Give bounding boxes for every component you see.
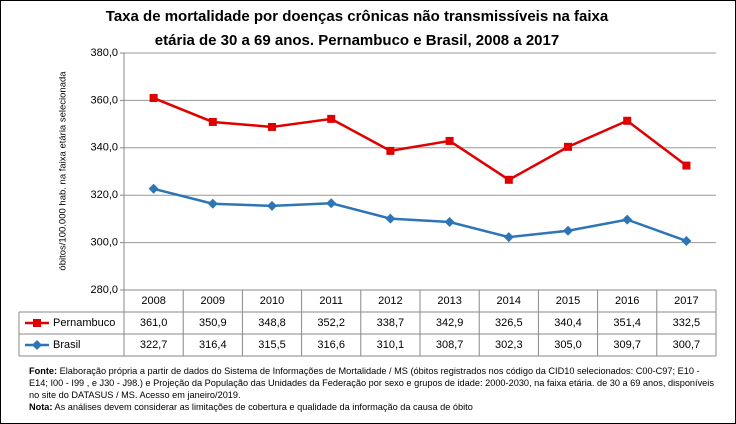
point — [623, 116, 632, 125]
point — [445, 136, 454, 145]
x-tick-label: 2012 — [378, 295, 402, 307]
series-line — [153, 187, 687, 243]
source-text: Elaboração própria a partir de dados do … — [29, 366, 714, 400]
x-tick-label: 2008 — [141, 295, 165, 307]
x-tick-label: 2017 — [674, 295, 698, 307]
point — [267, 200, 277, 211]
table-value: 315,5 — [258, 339, 286, 351]
y-axis-label: óbitos/100.000 hab. na faixa etária sele… — [58, 71, 69, 271]
point — [682, 161, 691, 170]
y-tick-label: 380,0 — [90, 47, 118, 59]
point — [385, 213, 396, 224]
legend-marker — [32, 340, 42, 350]
legend-label: Brasil — [53, 339, 81, 351]
table-value: 352,2 — [317, 317, 345, 329]
table-value: 351,4 — [613, 317, 641, 329]
point — [326, 198, 337, 209]
table-value: 326,5 — [495, 317, 523, 329]
series-line — [153, 96, 688, 182]
table-value: 342,9 — [436, 317, 464, 329]
x-tick-label: 2009 — [201, 295, 225, 307]
point — [148, 183, 159, 194]
note-label: Nota: — [29, 402, 53, 412]
point — [681, 235, 692, 246]
x-tick-label: 2010 — [260, 295, 284, 307]
y-tick-label: 280,0 — [90, 284, 118, 296]
point — [268, 122, 276, 131]
chart: Taxa de mortalidade por doenças crônicas… — [18, 8, 717, 357]
table-value: 350,9 — [199, 317, 227, 329]
point — [327, 114, 336, 123]
y-tick-label: 320,0 — [90, 189, 118, 201]
point — [563, 225, 573, 236]
table-value: 361,0 — [140, 317, 168, 329]
table-value: 305,0 — [554, 339, 582, 351]
note: Nota: As análises devem considerar as li… — [29, 401, 719, 413]
source: Fonte: Elaboração própria a partir de da… — [29, 365, 719, 401]
point — [386, 146, 395, 155]
point — [444, 216, 455, 227]
x-tick-label: 2016 — [615, 295, 639, 307]
table-value: 338,7 — [377, 317, 405, 329]
table-value: 302,3 — [495, 339, 523, 351]
y-tick-label: 340,0 — [90, 142, 118, 154]
table-value: 300,7 — [673, 339, 701, 351]
point — [622, 214, 633, 225]
table-value: 316,4 — [199, 339, 227, 351]
table-value: 332,5 — [673, 317, 701, 329]
table-value: 340,4 — [554, 317, 582, 329]
point — [208, 117, 217, 126]
chart-title: Taxa de mortalidade por doenças crônicas… — [106, 8, 609, 25]
table-value: 310,1 — [377, 339, 405, 351]
footnote: Fonte: Elaboração própria a partir de da… — [29, 365, 719, 413]
table-value: 348,8 — [258, 317, 286, 329]
y-tick-label: 300,0 — [90, 237, 118, 249]
point — [503, 232, 514, 243]
point — [149, 94, 158, 103]
legend-label: Pernambuco — [53, 317, 115, 329]
chart-title: etária de 30 a 69 anos. Pernambuco e Bra… — [155, 32, 559, 49]
note-text: As análises devem considerar as limitaçõ… — [54, 402, 473, 412]
y-tick-label: 360,0 — [90, 94, 118, 106]
point — [564, 142, 572, 151]
table-value: 308,7 — [436, 339, 464, 351]
point — [207, 198, 218, 209]
x-tick-label: 2013 — [437, 295, 461, 307]
table-value: 309,7 — [613, 339, 641, 351]
table-value: 322,7 — [140, 339, 168, 351]
source-label: Fonte: — [29, 366, 58, 376]
table-value: 316,6 — [317, 339, 345, 351]
x-tick-label: 2014 — [497, 295, 521, 307]
x-tick-label: 2011 — [319, 295, 343, 307]
x-tick-label: 2015 — [556, 295, 580, 307]
point — [504, 175, 513, 184]
legend-marker — [33, 319, 41, 327]
